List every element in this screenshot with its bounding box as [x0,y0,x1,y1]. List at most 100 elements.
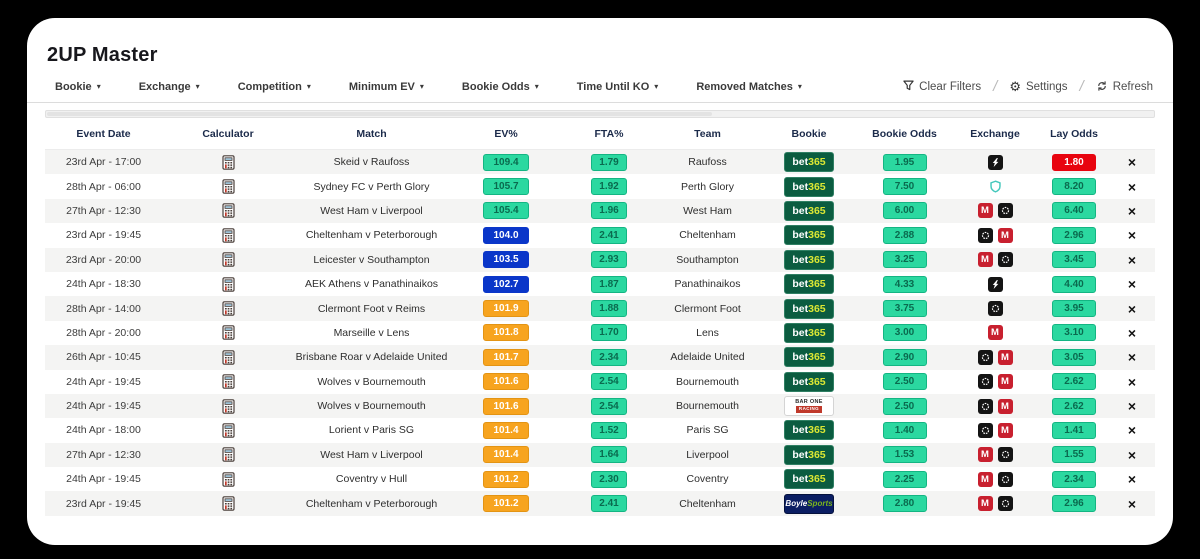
bookie-badge-bar-one-racing: BAR ONE RACING [784,396,834,417]
chevron-down-icon: ▾ [195,81,200,91]
matchbook-exchange-icon: M [997,227,1013,243]
calculator-button[interactable] [221,325,235,341]
remove-match-button[interactable]: × [1127,373,1137,390]
remove-match-button[interactable]: × [1127,227,1137,244]
filter-minimum-ev[interactable]: Minimum EV ▾ [349,81,424,93]
chevron-down-icon: ▾ [654,81,659,91]
calculator-button[interactable] [221,496,235,511]
team-name: Panathinaikos [674,278,741,291]
filter-exchange[interactable]: Exchange ▾ [139,81,200,93]
event-date: 23rd Apr - 19:45 [65,497,142,510]
calculator-button[interactable] [221,447,235,463]
smarkets-exchange-icon [987,276,1003,292]
filter-bookie[interactable]: Bookie ▾ [55,81,101,93]
calculator-button[interactable] [221,350,235,365]
calculator-icon [221,447,235,463]
filter-time-until-ko[interactable]: Time Until KO ▾ [577,81,659,93]
bookie-badge-bet365: bet 365 [784,200,834,221]
table-row: 24th Apr - 19:45 Wolves v Bournemouth 10… [45,393,1155,419]
remove-match-button[interactable]: × [1127,495,1137,512]
column-header-team: Team [694,127,721,140]
match-name: West Ham v Liverpool [320,204,423,217]
calculator-button[interactable] [221,252,235,268]
matchbook-exchange-icon: M [977,252,993,268]
calculator-button[interactable] [221,228,235,243]
calculator-icon [221,276,235,292]
remove-match-button[interactable]: × [1127,300,1137,317]
table-row: 24th Apr - 18:00 Lorient v Paris SG 101.… [45,418,1155,442]
orbit-exchange-icon [997,252,1013,268]
bookie-odds-badge: 1.40 [882,421,927,439]
column-header-ev-: EV% [494,127,518,140]
bookie-odds-badge: 2.50 [882,373,927,391]
separator: / [1079,78,1084,95]
lay-odds-badge: 3.45 [1052,251,1096,269]
chevron-down-icon: ▾ [419,81,424,91]
calculator-button[interactable] [221,203,235,219]
remove-match-button[interactable]: × [1127,276,1137,293]
lay-odds-badge: 1.55 [1052,446,1096,464]
calculator-button[interactable] [221,276,235,292]
page-title: 2UP Master [47,44,158,66]
shield-exchange-icon [988,179,1003,194]
calculator-icon [221,374,235,390]
filter-competition[interactable]: Competition ▾ [238,81,311,93]
scrollbar-thumb[interactable] [47,112,712,116]
team-name: Paris SG [686,424,729,437]
filter-dropdowns: Bookie ▾ Exchange ▾ Competition ▾ Minimu… [55,81,802,93]
fta-badge: 1.96 [591,202,627,220]
toolbar-actions: Clear Filters / ⚙ Settings / Refresh [903,78,1153,95]
remove-match-button[interactable]: × [1127,202,1137,219]
matchbook-exchange-icon: M [997,374,1013,390]
exchange-icons: M [977,349,1013,365]
exchange-icons [987,276,1003,292]
calculator-button[interactable] [221,154,235,170]
fta-badge: 2.30 [591,470,627,488]
event-date: 24th Apr - 18:00 [66,424,141,437]
remove-match-button[interactable]: × [1127,422,1137,439]
ev-badge: 101.4 [483,446,529,464]
remove-match-button[interactable]: × [1127,251,1137,268]
ev-badge: 103.5 [483,251,529,269]
event-date: 28th Apr - 20:00 [66,326,141,339]
refresh-button[interactable]: Refresh [1096,80,1153,94]
remove-match-button[interactable]: × [1127,471,1137,488]
gear-icon: ⚙ [1009,79,1021,94]
calculator-button[interactable] [221,374,235,390]
match-name: Brisbane Roar v Adelaide United [295,351,448,364]
calculator-icon [221,398,235,414]
ev-badge: 101.7 [483,348,529,366]
orbit-exchange-icon [977,374,993,390]
table-row: 23rd Apr - 19:45 Cheltenham v Peterborou… [45,491,1155,516]
ev-badge: 101.4 [483,421,529,439]
remove-match-button[interactable]: × [1127,446,1137,463]
lay-odds-badge: 1.41 [1052,421,1096,439]
remove-match-button[interactable]: × [1127,349,1137,366]
match-name: Lorient v Paris SG [328,424,415,437]
clear-filters-button[interactable]: Clear Filters [903,80,981,93]
match-name: Coventry v Hull [335,473,408,486]
matchbook-exchange-icon: M [997,349,1013,365]
lay-odds-badge: 2.34 [1052,470,1096,488]
chevron-down-icon: ▾ [797,81,802,91]
filter-bookie-odds[interactable]: Bookie Odds ▾ [462,81,539,93]
bookie-odds-badge: 3.25 [882,251,927,269]
bookie-badge-bet365: bet 365 [784,298,834,319]
settings-button[interactable]: ⚙ Settings [1009,80,1067,93]
lay-odds-badge: 2.62 [1052,373,1096,391]
match-name: West Ham v Liverpool [320,448,423,461]
smarkets-exchange-icon [987,154,1003,170]
remove-match-button[interactable]: × [1127,324,1137,341]
calculator-button[interactable] [221,423,235,438]
remove-match-button[interactable]: × [1127,398,1137,415]
fta-badge: 1.64 [591,446,627,464]
calculator-button[interactable] [221,179,235,194]
horizontal-scrollbar[interactable] [45,110,1155,118]
calculator-button[interactable] [221,301,235,316]
calculator-button[interactable] [221,471,235,487]
calculator-button[interactable] [221,398,235,414]
exchange-icons [987,301,1003,317]
filter-removed-matches[interactable]: Removed Matches ▾ [696,81,802,93]
remove-match-button[interactable]: × [1127,178,1137,195]
remove-match-button[interactable]: × [1127,154,1137,171]
